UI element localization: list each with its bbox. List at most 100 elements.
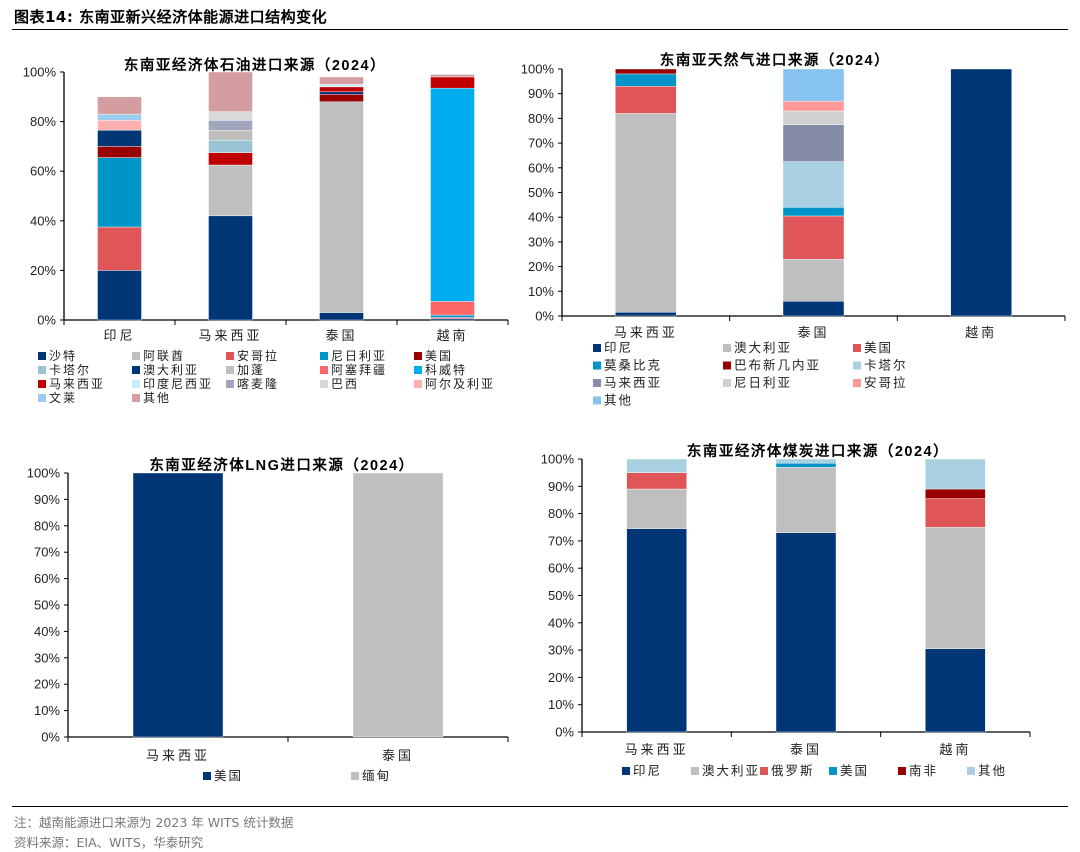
legend-item: 美国: [203, 769, 243, 783]
bar-segment: [208, 215, 253, 321]
legend-swatch: [320, 380, 328, 388]
bar-segment: [319, 91, 364, 95]
bar-segment: [626, 528, 687, 733]
legend-label: 印尼: [633, 764, 662, 778]
y-tick-label: 10%: [528, 284, 554, 299]
bar-segment: [97, 146, 142, 158]
bar-segment: [97, 130, 142, 147]
legend-item: 阿尔及利亚: [414, 376, 495, 391]
bar-segment: [319, 76, 364, 85]
x-category-label: 越南: [965, 325, 997, 340]
y-tick-label: 40%: [30, 213, 56, 228]
legend-swatch: [38, 394, 46, 402]
legend-item: 科威特: [414, 362, 465, 377]
legend-label: 安哥拉: [864, 375, 908, 390]
legend-item: 安哥拉: [226, 348, 279, 363]
y-tick-label: 50%: [528, 185, 554, 200]
bar-segment: [319, 94, 364, 102]
y-tick-label: 60%: [34, 571, 60, 586]
legend-label: 文莱: [49, 390, 77, 405]
y-tick-label: 90%: [34, 492, 60, 507]
bar-segment: [208, 120, 253, 131]
legend-label: 美国: [840, 764, 869, 778]
legend-item: 马来西亚: [593, 376, 660, 390]
bar-segment: [615, 68, 677, 75]
bar-segment: [97, 157, 142, 228]
legend-item: 其他: [967, 764, 1005, 778]
bar-segment: [775, 462, 837, 468]
legend-label: 安哥拉: [237, 348, 279, 363]
legend-swatch: [593, 344, 601, 352]
legend-item: 美国: [853, 341, 891, 355]
chart-title: 东南亚经济体LNG进口来源（2024）: [149, 456, 414, 474]
y-tick-label: 20%: [30, 263, 56, 278]
legend-item: 美国: [414, 349, 451, 363]
y-tick-label: 70%: [34, 545, 60, 560]
x-category-label: 越南: [939, 742, 971, 757]
legend-item: 莫桑比克: [593, 359, 662, 373]
legend-item: 巴西: [320, 377, 357, 391]
legend-label: 喀麦隆: [237, 376, 279, 391]
legend-swatch: [898, 767, 906, 775]
legend-swatch: [38, 366, 46, 374]
y-tick-label: 30%: [548, 643, 574, 658]
bar-segment: [782, 215, 845, 260]
legend-label: 莫桑比克: [604, 359, 662, 373]
legend-label: 缅甸: [362, 769, 391, 783]
bar-segment: [925, 648, 986, 733]
legend-label: 南非: [909, 763, 938, 778]
legend-label: 马来西亚: [49, 377, 105, 391]
y-tick-label: 90%: [548, 479, 574, 494]
legend-swatch: [622, 767, 630, 775]
footer-rule: [12, 806, 1068, 807]
bar-segment: [430, 74, 475, 78]
bar-segment: [97, 96, 142, 115]
legend-swatch: [132, 366, 140, 374]
y-tick-label: 0%: [37, 313, 56, 328]
x-category-label: 印尼: [103, 328, 135, 343]
bar-segment: [319, 312, 364, 321]
bar-segment: [782, 161, 845, 208]
y-tick-label: 40%: [548, 615, 574, 630]
legend-item: 阿塞拜疆: [320, 362, 385, 377]
y-tick-label: 70%: [528, 136, 554, 151]
y-tick-label: 10%: [548, 697, 574, 712]
legend-item: 其他: [593, 394, 631, 408]
y-tick-label: 40%: [528, 210, 554, 225]
y-tick-label: 100%: [23, 65, 57, 80]
legend-label: 阿联酋: [143, 348, 185, 363]
legend-item: 马来西亚: [38, 377, 105, 391]
legend-label: 美国: [214, 769, 243, 783]
y-tick-label: 80%: [34, 518, 60, 533]
bar-segment: [925, 527, 986, 649]
y-tick-label: 50%: [34, 598, 60, 613]
chart-lng: 0% 10% 20% 30% 40% 50% 60% 70% 80% 90% 100% 马来西亚 泰国 东…: [27, 456, 509, 783]
legend-label: 阿尔及利亚: [425, 376, 495, 391]
legend-label: 俄罗斯: [771, 764, 815, 778]
bar-segment: [775, 458, 837, 464]
legend-swatch: [853, 379, 861, 387]
y-tick-label: 40%: [34, 624, 60, 639]
legend-label: 其他: [143, 391, 171, 405]
bar-segment: [782, 258, 845, 302]
y-tick-label: 60%: [528, 160, 554, 175]
y-tick-label: 80%: [30, 114, 56, 129]
legend-swatch: [760, 767, 768, 775]
legend-swatch: [132, 380, 140, 388]
legend-item: 卡塔尔: [38, 362, 89, 377]
legend-item: 俄罗斯: [760, 764, 815, 778]
y-tick-label: 100%: [521, 62, 555, 77]
bar-segment: [430, 301, 475, 316]
legend-swatch: [320, 366, 328, 374]
x-category-label: 泰国: [382, 748, 414, 763]
legend-item: 卡塔尔: [853, 358, 906, 373]
bar-segment: [782, 207, 845, 217]
bar-segment: [950, 68, 1012, 317]
legend-item: 美国: [829, 764, 869, 778]
legend-item: 文莱: [38, 390, 77, 405]
bar-segment: [97, 270, 142, 321]
legend-item: 尼日利亚: [320, 349, 385, 363]
